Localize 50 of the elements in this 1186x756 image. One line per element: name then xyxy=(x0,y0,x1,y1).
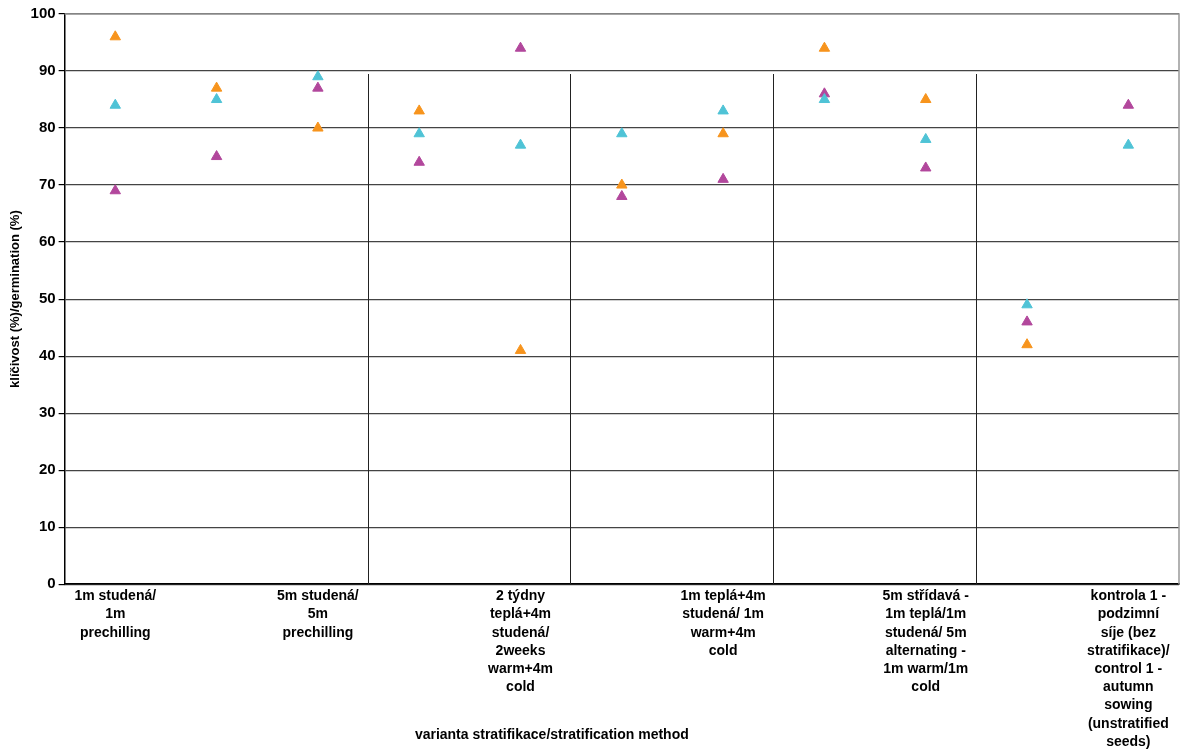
point xyxy=(818,41,831,52)
point xyxy=(1122,138,1135,149)
category-label: kontrola 1 - podzimní síje (bez stratifikace)/ control 1 - autumn sowing (unstratified seeds) xyxy=(1087,587,1170,749)
point xyxy=(109,184,121,195)
point xyxy=(717,127,729,138)
point xyxy=(920,93,932,104)
point xyxy=(717,104,729,115)
x-tick-label: 1m studená/ 1m prechilling xyxy=(74,587,157,640)
point xyxy=(312,121,324,132)
point xyxy=(1021,338,1033,349)
y-tick-label: 80 xyxy=(38,118,56,136)
y-axis-title: klíčivost (%)/germination (%) xyxy=(7,210,23,388)
y-tick-label: 0 xyxy=(47,574,56,592)
point xyxy=(1021,315,1033,326)
point xyxy=(210,150,223,161)
point xyxy=(109,30,121,41)
point xyxy=(1021,298,1033,309)
point xyxy=(818,93,831,104)
point xyxy=(109,98,121,109)
point xyxy=(616,189,628,200)
y-tick-label: 40 xyxy=(38,346,56,364)
point xyxy=(413,127,425,138)
point xyxy=(616,127,628,138)
x-tick-label: 2 týdny teplá+4m studená/ 2weeks warm+4m cold xyxy=(487,587,553,695)
point xyxy=(1122,98,1135,109)
y-tick-label: 70 xyxy=(38,175,56,193)
y-tick-label: 20 xyxy=(38,460,56,478)
point xyxy=(920,132,932,143)
point xyxy=(514,138,527,149)
point xyxy=(413,155,425,166)
y-tick-label: 100 xyxy=(30,4,56,22)
x-tick-label: 5m studená/ 5m prechilling xyxy=(277,587,359,640)
point xyxy=(616,178,628,189)
y-tick-label: 90 xyxy=(38,61,56,79)
point xyxy=(210,93,223,104)
y-tick-label: 60 xyxy=(38,232,56,250)
point xyxy=(413,104,425,115)
x-tick-label: 5m střídavá - 1m teplá/1m studená/ 5m alternating - 1m warm/1m cold xyxy=(882,587,970,695)
y-tick-label: 30 xyxy=(38,403,56,421)
point xyxy=(514,41,527,52)
x-tick-label: 1m teplá+4m studená/ 1m warm+4m cold xyxy=(680,587,766,658)
y-tick-label: 50 xyxy=(38,289,56,307)
point xyxy=(210,81,223,92)
point xyxy=(717,172,729,183)
y-tick-label: 10 xyxy=(38,517,56,535)
point xyxy=(312,81,324,92)
point xyxy=(514,343,527,354)
point xyxy=(312,70,324,81)
x-axis-title: varianta stratifikace/stratification method xyxy=(414,725,689,742)
point xyxy=(920,161,932,172)
